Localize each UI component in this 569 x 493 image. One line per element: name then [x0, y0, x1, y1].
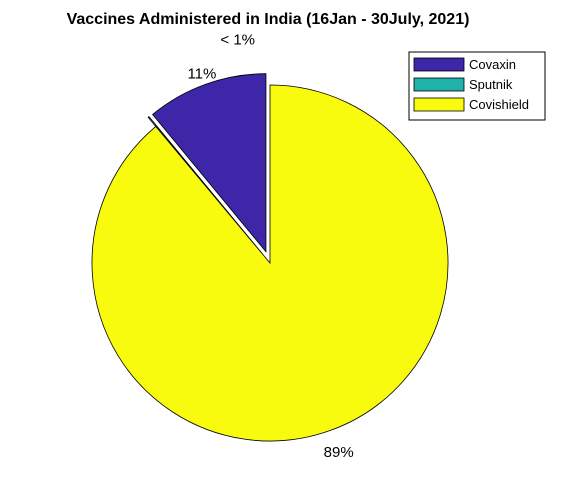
pie-labels: 11% < 1% 89%	[187, 31, 353, 461]
pie-label-covaxin: 11%	[187, 66, 216, 83]
pie-slice-covishield	[91, 84, 449, 442]
legend: Covaxin Sputnik Covishield	[408, 51, 546, 121]
pie-slices	[91, 73, 449, 442]
pie-slice-covaxin	[152, 73, 267, 253]
legend-swatch-covishield	[413, 97, 465, 112]
legend-label-sputnik: Sputnik	[469, 77, 513, 92]
pie-label-sputnik: < 1%	[220, 31, 255, 48]
legend-label-covishield: Covishield	[469, 97, 529, 112]
legend-swatch-covaxin	[413, 57, 465, 72]
legend-label-covaxin: Covaxin	[469, 57, 516, 72]
legend-swatch-sputnik	[413, 77, 465, 92]
pie-label-covishield: 89%	[324, 444, 354, 461]
chart-title: Vaccines Administered in India (16Jan - …	[67, 11, 470, 28]
